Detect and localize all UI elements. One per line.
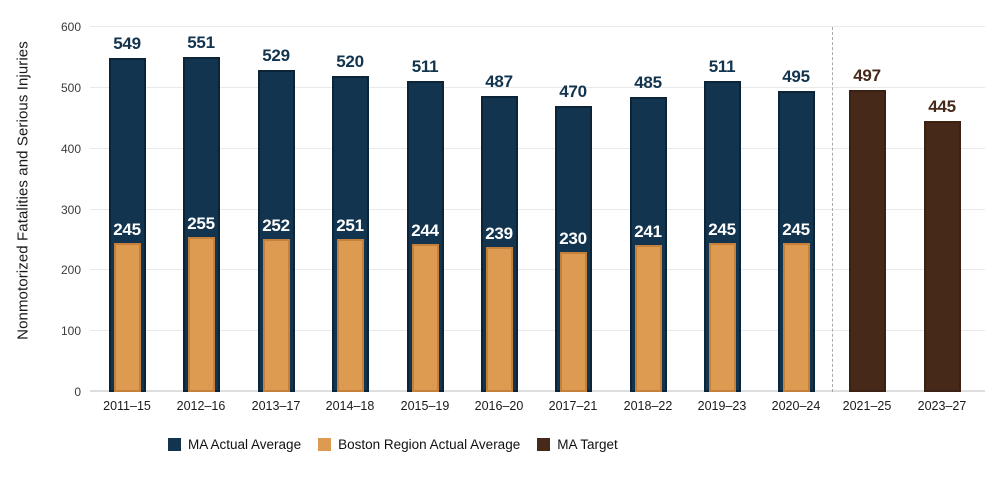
gridline-200 [90,269,985,271]
x-tick-label: 2021–25 [842,399,892,413]
value-label-ma-actual: 529 [262,46,290,66]
x-tick-label: 2019–23 [697,399,747,413]
value-label-boston-region: 244 [411,220,439,240]
value-label-ma-actual: 511 [708,57,736,77]
x-tick-label: 2012–16 [176,399,226,413]
value-label-boston-region: 245 [708,219,736,239]
x-tick-label: 2013–17 [251,399,301,413]
gridline-600 [90,26,985,27]
value-label-ma-actual: 549 [113,34,141,54]
legend-item: MA Actual Average [168,437,301,452]
bar-boston-region [187,236,215,392]
bar-boston-region [559,252,587,392]
y-tick-label: 300 [60,202,81,217]
value-label-boston-region: 245 [782,219,810,239]
legend-swatch-icon [318,438,332,451]
plot-area: 0 100 200 300 400 500 600 2011–15 549 245 2012–16 5… [61,0,985,413]
bar-boston-region [708,242,736,392]
legend-label: Boston Region Actual Average [338,437,521,452]
bar-boston-region [113,242,141,392]
legend: MA Actual Average Boston Region Actual Av… [168,437,618,452]
bar-boston-region [411,243,439,392]
bar-ma-target [923,121,961,392]
legend-item: Boston Region Actual Average [318,437,520,452]
x-tick-label: 2014–18 [325,399,375,413]
gridline-400 [90,147,985,149]
value-label-ma-actual: 487 [485,71,513,91]
gridline-300 [90,208,985,210]
x-tick-label: 2018–22 [623,399,673,413]
value-label-boston-region: 251 [336,216,364,236]
x-tick-label: 2011–15 [103,399,151,413]
legend-label: MA Target [557,437,618,452]
bar-boston-region [336,239,364,392]
value-label-ma-actual: 511 [411,57,439,77]
y-tick-label: 200 [60,263,81,278]
value-label-boston-region: 252 [262,215,290,235]
target-divider-line [831,27,833,392]
gridline-100 [90,330,985,332]
bar-boston-region [634,245,662,392]
gridline-500 [90,86,985,88]
y-tick-label: 100 [60,324,81,339]
y-tick-label: 500 [60,80,81,95]
legend-swatch-icon [537,438,551,451]
value-label-boston-region: 255 [187,213,215,233]
value-label-ma-actual: 520 [336,51,364,71]
value-label-ma-actual: 485 [634,72,662,92]
legend-swatch-icon [168,438,181,451]
y-tick-label: 0 [74,385,81,399]
value-label-ma-actual: 551 [187,32,215,52]
x-tick-label: 2017–21 [548,399,598,413]
legend-item: MA Target [537,437,618,452]
value-label-ma-actual: 495 [782,66,810,86]
x-tick-label: 2023–27 [917,399,967,413]
y-tick-label: 600 [60,20,81,34]
value-label-boston-region: 230 [559,229,587,249]
x-tick-label: 2016–20 [474,399,524,413]
gridline-0 [90,390,985,392]
value-label-ma-target: 497 [853,65,881,85]
x-tick-label: 2015–19 [400,399,450,413]
value-label-boston-region: 239 [485,223,513,243]
bar-boston-region [485,246,513,392]
value-label-boston-region: 241 [634,222,662,242]
bar-ma-target [848,89,886,392]
value-label-ma-actual: 470 [559,82,587,102]
y-axis-title: Nonmotorized Fatalities and Serious Inju… [14,41,32,340]
x-tick-label: 2020–24 [771,399,821,413]
y-tick-label: 400 [60,141,81,156]
value-label-ma-target: 445 [928,97,956,117]
legend-label: MA Actual Average [188,437,302,452]
value-label-boston-region: 245 [113,219,141,239]
bar-boston-region [782,242,810,392]
bar-boston-region [262,238,290,392]
